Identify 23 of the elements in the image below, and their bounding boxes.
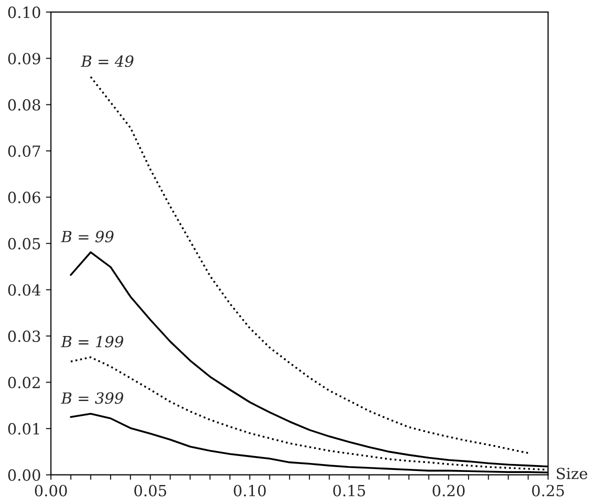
- x-tick-label: 0.05: [134, 484, 166, 496]
- x-axis-title: Size: [556, 468, 588, 480]
- x-tick-label: 0.20: [432, 484, 465, 496]
- y-tick-label: 0.01: [8, 423, 40, 435]
- y-tick-label: 0.10: [8, 6, 40, 18]
- y-tick-label: 0.02: [8, 376, 40, 388]
- y-tick-label: 0.09: [8, 52, 40, 64]
- series-label: B = 49: [80, 55, 134, 67]
- x-tick-label: 0.25: [532, 484, 564, 496]
- line-series: [90, 76, 530, 454]
- x-tick-label: 0.15: [333, 484, 366, 496]
- x-tick-label: 0.00: [34, 484, 67, 496]
- y-tick-label: 0.00: [8, 469, 40, 481]
- x-tick-label: 0.10: [234, 484, 266, 496]
- y-tick-label: 0.06: [8, 192, 40, 204]
- y-tick-label: 0.05: [8, 238, 40, 250]
- series-label: B = 399: [60, 392, 124, 404]
- y-tick-label: 0.08: [8, 99, 40, 111]
- series-label: B = 99: [60, 230, 114, 242]
- y-tick-label: 0.03: [8, 330, 40, 342]
- y-tick-label: 0.04: [8, 284, 40, 296]
- series-label: B = 199: [60, 336, 124, 348]
- y-tick-label: 0.07: [8, 145, 40, 157]
